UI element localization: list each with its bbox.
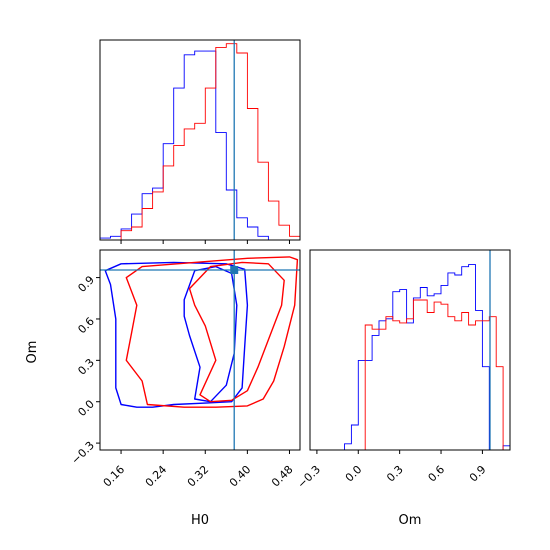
om-hist-frame bbox=[309, 249, 511, 451]
contour-blue-outer bbox=[104, 261, 249, 408]
h0-tick-label: 0.40 bbox=[227, 463, 254, 490]
h0-hist-step-red bbox=[100, 43, 300, 241]
h0-tick-label: 0.24 bbox=[143, 463, 170, 490]
om-hist-tick-label: 0.9 bbox=[467, 463, 489, 485]
h0-tick-label: 0.48 bbox=[269, 463, 296, 490]
h0-axis-label: H0 bbox=[191, 513, 209, 528]
om-hist-tick-label: 0.6 bbox=[426, 463, 448, 485]
om-y-axis-label: Om bbox=[25, 341, 40, 364]
contour-red-inner bbox=[188, 261, 285, 403]
om-tick-label: −0.3 bbox=[69, 439, 97, 467]
om-histogram-panel: −0.3 0.0 0.3 0.6 0.9 bbox=[295, 249, 511, 491]
truth-marker bbox=[230, 266, 239, 274]
om-tick-label: 0.6 bbox=[75, 315, 97, 337]
om-x-axis-label: Om bbox=[399, 513, 422, 528]
contour-lines bbox=[104, 256, 299, 408]
h0-histogram-panel bbox=[99, 39, 301, 244]
h0-om-contour-panel: 0.16 0.24 0.32 0.40 0.48 −0.3 0.0 0.3 0.6 0.9 bbox=[69, 249, 301, 490]
om-hist-tick-label: 0.0 bbox=[343, 463, 365, 485]
h0-tick-label: 0.32 bbox=[185, 463, 212, 490]
om-tick-label: 0.3 bbox=[75, 356, 97, 378]
h0-tick-label: 0.16 bbox=[101, 463, 128, 490]
om-hist-step-blue bbox=[310, 264, 510, 451]
h0-hist-frame bbox=[99, 39, 301, 241]
om-hist-tick-label: −0.3 bbox=[295, 463, 323, 491]
contour-frame bbox=[99, 249, 301, 451]
om-hist-tick-label: 0.3 bbox=[384, 463, 406, 485]
om-tick-label: 0.9 bbox=[75, 273, 97, 295]
contour-red-outer bbox=[125, 256, 299, 408]
om-tick-label: 0.0 bbox=[75, 397, 97, 419]
h0-hist-step-blue bbox=[100, 50, 300, 241]
